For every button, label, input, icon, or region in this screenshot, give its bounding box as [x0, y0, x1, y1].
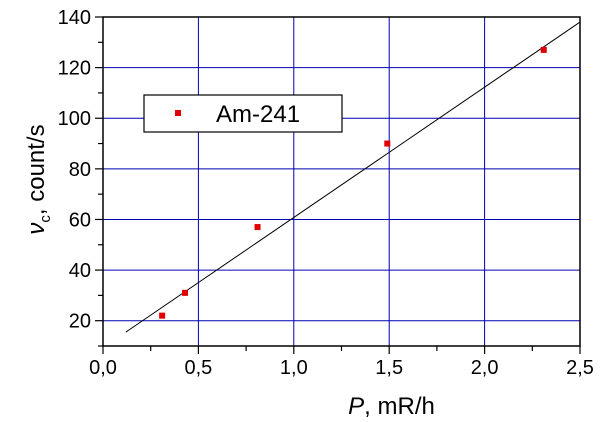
data-point — [182, 289, 189, 296]
x-tick-label: 1,5 — [375, 357, 403, 379]
y-axis-label: νc, count/s — [23, 124, 54, 234]
x-tick-label: 0,0 — [89, 357, 117, 379]
x-axis-label-unit: , mR/h — [364, 393, 435, 420]
data-point — [540, 46, 547, 53]
data-point — [384, 140, 391, 147]
y-tick-label: 100 — [58, 108, 91, 130]
x-tick-label: 2,0 — [471, 357, 499, 379]
y-tick-labels: 20 40 60 80 100 120 140 — [58, 7, 91, 333]
x-tick-labels: 0,0 0,5 1,0 1,5 2,0 2,5 — [89, 357, 594, 379]
y-tick-label: 120 — [58, 58, 91, 80]
y-tick-label: 60 — [69, 209, 91, 231]
data-point — [254, 224, 261, 231]
data-points — [159, 46, 547, 319]
x-tick-label: 2,5 — [566, 357, 594, 379]
y-tick-label: 140 — [58, 7, 91, 29]
x-tick-label: 1,0 — [280, 357, 308, 379]
minor-ticks — [95, 16, 581, 354]
legend-label: Am-241 — [216, 101, 300, 128]
grid — [103, 17, 580, 346]
y-axis-label-subscript: c — [37, 215, 54, 223]
legend: Am-241 — [143, 94, 343, 133]
data-point — [159, 312, 166, 319]
y-axis-label-symbol: ν — [23, 223, 50, 235]
y-tick-label: 20 — [69, 311, 91, 333]
fit-line — [125, 21, 581, 333]
plot-frame — [102, 16, 581, 347]
y-tick-label: 40 — [69, 260, 91, 282]
y-axis-label-unit: , count/s — [23, 124, 50, 215]
legend-marker — [175, 110, 181, 116]
x-axis-label: P, mR/h — [348, 393, 435, 420]
y-tick-label: 80 — [69, 159, 91, 181]
x-axis-label-symbol: P — [348, 393, 364, 420]
x-tick-label: 0,5 — [184, 357, 212, 379]
